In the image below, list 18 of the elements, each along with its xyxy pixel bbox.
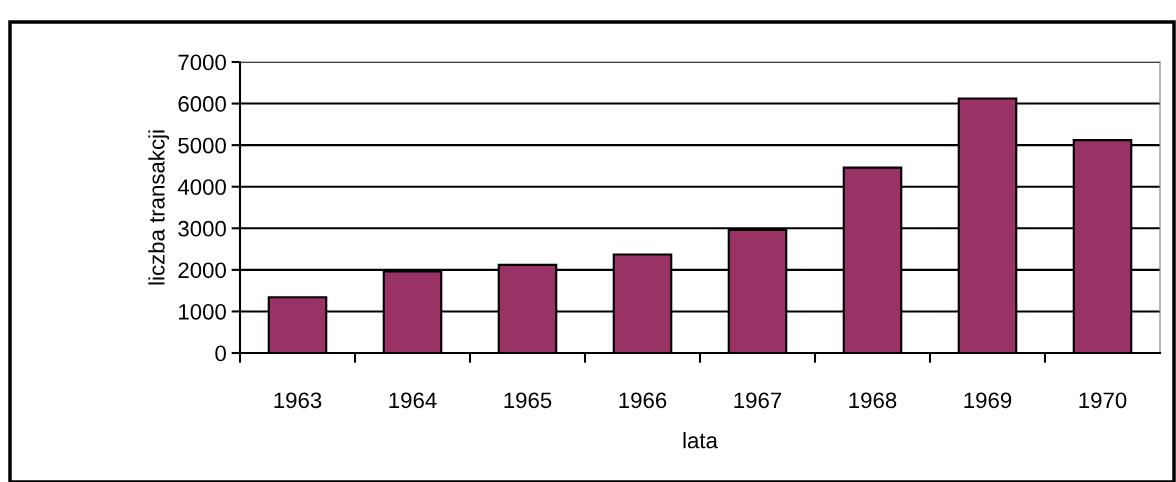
x-tick-label: 1966 <box>619 392 667 409</box>
x-tick-label: 1967 <box>734 392 782 409</box>
x-tick-label: 1965 <box>504 392 552 409</box>
y-tick-label: 6000 <box>178 96 226 112</box>
x-tick-label: 1970 <box>1079 392 1127 409</box>
y-tick-label: 2000 <box>178 262 226 279</box>
x-axis-title: lata <box>683 432 718 449</box>
x-tick-label: 1969 <box>964 392 1012 409</box>
x-tick-label: 1963 <box>274 392 322 409</box>
x-tick-label: 1968 <box>849 392 897 409</box>
y-axis-title: liczba transakcji <box>148 130 170 285</box>
y-tick-label: 5000 <box>178 137 226 154</box>
y-tick-label: 0 <box>215 345 226 362</box>
y-tick-label: 1000 <box>179 303 226 320</box>
y-tick-label: 3000 <box>178 220 226 237</box>
y-tick-label: 4000 <box>177 179 226 195</box>
y-tick-label: 7000 <box>178 54 226 71</box>
x-tick-label: 1964 <box>389 392 437 409</box>
